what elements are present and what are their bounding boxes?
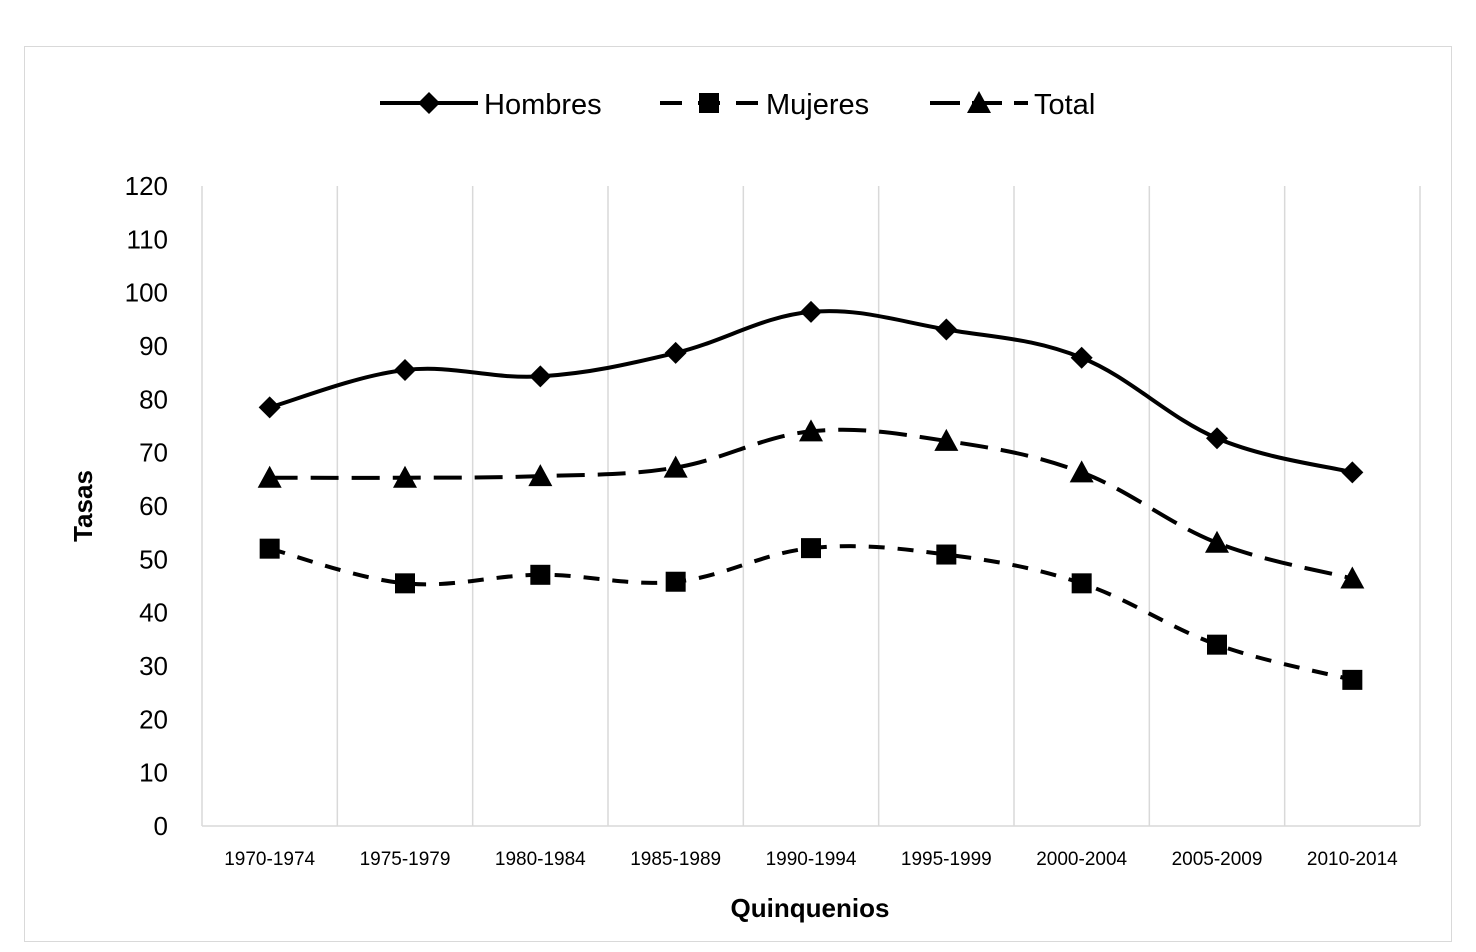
data-point-mujeres	[801, 538, 821, 559]
data-point-mujeres	[1207, 634, 1227, 655]
data-point-hombres	[800, 300, 822, 323]
y-tick-label: 40	[139, 598, 168, 628]
x-tick-label: 1975-1979	[360, 849, 451, 870]
x-tick-label: 2005-2009	[1172, 849, 1263, 870]
x-axis-title: Quinquenios	[731, 893, 890, 923]
y-tick-label: 20	[139, 704, 168, 734]
legend-marker-hombres	[418, 92, 440, 114]
data-point-total	[1340, 566, 1365, 589]
series	[257, 300, 1365, 690]
y-tick-label: 120	[125, 171, 168, 201]
data-point-total	[257, 465, 282, 488]
y-tick-label: 50	[139, 544, 168, 574]
legend-item-mujeres: Mujeres	[660, 89, 869, 121]
chart-area	[24, 46, 1452, 942]
y-tick-label: 110	[127, 224, 168, 254]
y-tick-label: 30	[139, 651, 168, 681]
legend-label-mujeres: Mujeres	[766, 89, 869, 121]
data-point-hombres	[1341, 461, 1364, 484]
data-point-hombres	[394, 359, 416, 381]
series-hombres	[258, 300, 1364, 484]
data-point-hombres	[258, 396, 281, 419]
x-tick-label: 1990-1994	[766, 849, 857, 870]
legend-item-total: Total	[930, 89, 1095, 121]
x-tick-label: 1980-1984	[495, 849, 586, 870]
data-point-total	[1205, 530, 1229, 553]
data-point-hombres	[664, 341, 687, 364]
y-tick-label: 10	[139, 758, 168, 788]
x-tick-label: 2000-2004	[1036, 849, 1127, 870]
y-tick-label: 90	[139, 331, 168, 361]
data-point-hombres	[1070, 346, 1093, 369]
data-point-mujeres	[936, 544, 957, 565]
legend-label-hombres: Hombres	[484, 89, 602, 121]
y-tick-label: 80	[139, 384, 168, 414]
x-tick-label: 1995-1999	[901, 849, 992, 870]
axes: 0 10 20 30 40 50 60 70 80 90 100 110 120 1970-1974 197…	[125, 171, 1420, 870]
data-point-total	[528, 464, 553, 487]
data-point-mujeres	[1071, 573, 1092, 594]
legend-label-total: Total	[1034, 89, 1095, 121]
x-tick-label: 1985-1989	[630, 849, 721, 870]
y-tick-label: 60	[139, 491, 168, 521]
gridlines	[201, 186, 1421, 826]
series-mujeres	[259, 538, 1363, 690]
data-point-mujeres	[259, 538, 280, 559]
x-tick-label: 2010-2014	[1307, 849, 1398, 870]
legend-item-hombres: Hombres	[380, 89, 602, 121]
data-point-total	[393, 465, 417, 488]
legend-marker-mujeres	[699, 93, 719, 113]
y-tick-label: 100	[125, 278, 168, 308]
y-tick-label: 70	[139, 438, 168, 468]
data-point-total	[934, 428, 959, 451]
legend: Hombres Mujeres Total	[380, 89, 1095, 121]
y-axis-title: Tasas	[68, 470, 98, 542]
data-point-total	[663, 455, 688, 478]
series-total	[257, 419, 1365, 589]
series-line-mujeres	[269, 544, 1353, 682]
y-tick-label: 0	[154, 811, 168, 841]
x-tick-label: 1970-1974	[224, 849, 315, 870]
data-point-total	[1069, 460, 1094, 483]
legend-marker-total	[967, 91, 991, 113]
data-point-mujeres	[665, 571, 686, 592]
data-point-hombres	[935, 318, 958, 341]
data-point-mujeres	[1342, 669, 1363, 690]
data-point-hombres	[1206, 427, 1228, 450]
data-point-mujeres	[395, 573, 415, 594]
data-point-total	[799, 419, 823, 442]
series-line-hombres	[269, 309, 1353, 475]
data-point-mujeres	[530, 564, 551, 585]
data-point-hombres	[529, 365, 552, 388]
